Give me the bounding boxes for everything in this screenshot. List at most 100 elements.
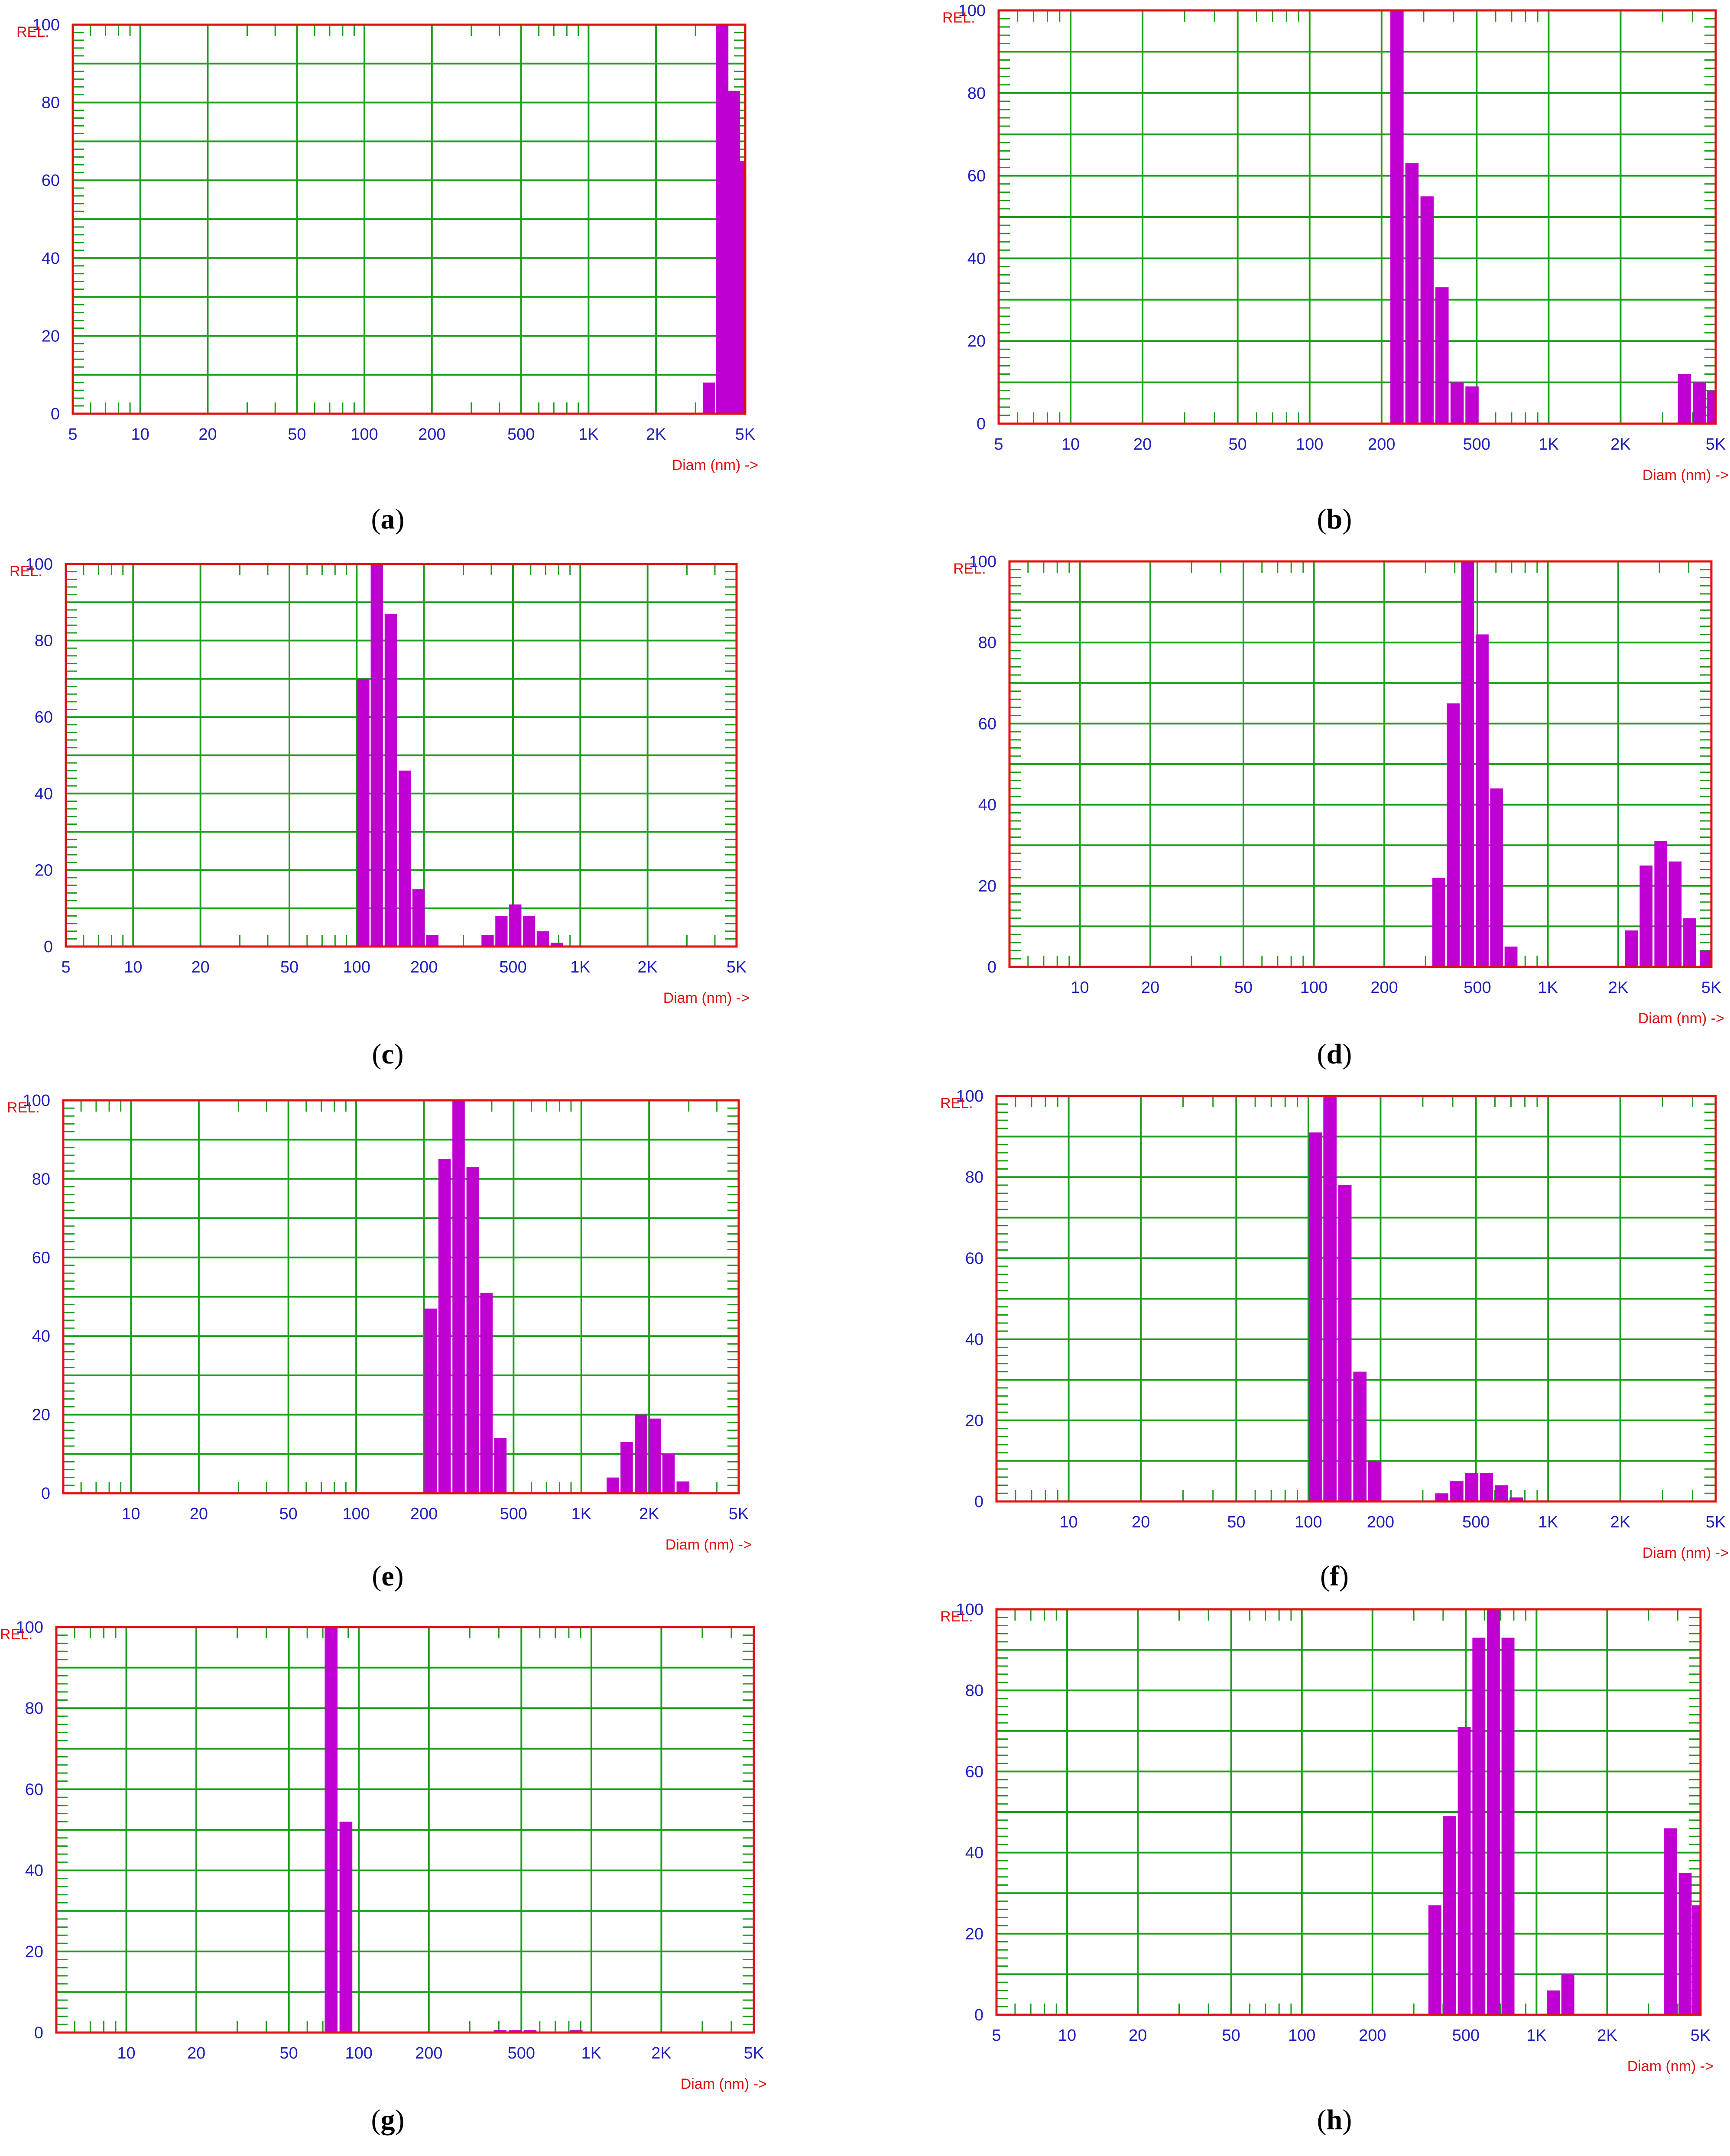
x-tick-label: 5K (1706, 1513, 1726, 1531)
x-tick-label: 20 (190, 1505, 208, 1523)
bar (1707, 390, 1715, 424)
x-tick-label: 200 (415, 2044, 442, 2062)
x-tick-label: 5K (744, 2044, 764, 2062)
y-tick-label: 20 (25, 1943, 43, 1961)
y-tick-label: 20 (965, 1412, 983, 1430)
x-axis-title: Diam (nm) -> (672, 457, 758, 473)
bar (466, 1167, 479, 1493)
bar (1368, 1461, 1382, 1501)
bar (607, 1477, 619, 1493)
bar (1420, 196, 1434, 424)
bar (1668, 861, 1682, 967)
y-tick-label: 60 (978, 715, 996, 733)
y-tick-label: 60 (965, 1763, 983, 1781)
x-tick-label: 200 (1359, 2026, 1386, 2045)
y-axis-title: REL. (940, 1608, 973, 1625)
plot-frame (71, 23, 747, 415)
y-tick-label: 100 (969, 553, 996, 571)
x-tick-label: 10 (124, 958, 142, 976)
bar (1487, 1609, 1500, 2015)
x-tick-label: 20 (1132, 1513, 1150, 1531)
y-tick-label: 80 (42, 94, 60, 112)
bar (1692, 1905, 1700, 2015)
y-tick-label: 80 (35, 632, 53, 650)
x-tick-label: 100 (345, 2044, 373, 2062)
x-tick-label: 2K (1597, 2026, 1617, 2045)
x-axis-title: Diam (nm) -> (665, 1537, 752, 1553)
plot-frame (995, 1608, 1702, 2016)
plot-frame (1008, 560, 1713, 968)
y-axis-title: REL. (942, 10, 975, 26)
y-tick-label: 0 (974, 1493, 983, 1511)
y-axis-title: REL. (953, 561, 986, 577)
bar (523, 916, 536, 947)
y-tick-label: 0 (34, 2024, 43, 2042)
x-tick-label: 500 (508, 2044, 535, 2062)
x-tick-label: 200 (410, 1505, 438, 1523)
bar (493, 2030, 507, 2033)
chart-panel-c: 0 20 40 60 80 100 5 10 20 50 100 200 500 1K 2K 5K REL. Di… (10, 555, 750, 1006)
y-tick-label: 0 (987, 958, 996, 976)
y-tick-label: 100 (958, 2, 986, 20)
x-tick-label: 10 (1058, 2026, 1076, 2045)
x-tick-label: 1K (578, 425, 598, 444)
bar (1639, 866, 1653, 967)
bar (357, 678, 370, 947)
y-tick-label: 40 (42, 250, 60, 268)
y-tick-label: 100 (23, 1092, 50, 1110)
y-tick-label: 20 (42, 327, 60, 345)
x-tick-label: 500 (499, 958, 526, 976)
x-axis-title: Diam (nm) -> (1642, 1545, 1729, 1561)
y-tick-label: 40 (965, 1844, 983, 1862)
x-tick-label: 200 (1370, 979, 1398, 997)
chart-panel-g: 0 20 40 60 80 100 10 20 50 100 200 500 1K 2K 5K REL. Dia… (0, 1618, 767, 2092)
y-tick-label: 80 (32, 1170, 50, 1188)
bar (1450, 382, 1464, 424)
y-tick-label: 80 (978, 634, 996, 652)
x-axis-title: Diam (nm) -> (663, 990, 750, 1006)
x-tick-label: 2K (637, 958, 657, 976)
x-tick-label: 5 (61, 958, 70, 976)
x-tick-label: 10 (1059, 1513, 1078, 1531)
bar (1435, 1493, 1449, 1501)
x-tick-label: 50 (280, 2044, 298, 2062)
bar (662, 1454, 675, 1493)
bar (426, 935, 439, 947)
x-tick-label: 1K (1538, 1513, 1558, 1531)
chart-panel-e: 0 20 40 60 80 100 10 20 50 100 200 500 1K 2K 5K REL. Dia… (7, 1092, 752, 1553)
x-axis-title: Diam (nm) -> (1627, 2058, 1714, 2075)
x-tick-label: 2K (1610, 1513, 1630, 1531)
x-tick-label: 5 (68, 425, 77, 444)
bar (1700, 950, 1711, 967)
bar (370, 564, 383, 947)
x-tick-label: 500 (1452, 2026, 1480, 2045)
chart-panel-a: 0 20 40 60 80 100 5 10 20 50 100 200 500 1K 2K 5K REL. Di… (16, 16, 758, 473)
x-tick-label: 10 (1071, 979, 1089, 997)
x-tick-label: 2K (646, 425, 666, 444)
y-tick-label: 20 (35, 861, 53, 879)
x-tick-label: 100 (1295, 1513, 1322, 1531)
bar (1465, 386, 1479, 424)
x-tick-label: 2K (639, 1505, 659, 1523)
x-tick-label: 5 (992, 2026, 1001, 2045)
x-tick-label: 50 (1234, 979, 1253, 997)
x-tick-label: 100 (343, 958, 370, 976)
bar (1625, 930, 1638, 967)
y-tick-label: 100 (32, 16, 60, 34)
bar (569, 2030, 583, 2033)
bar (1683, 918, 1696, 967)
x-tick-label: 100 (1288, 2026, 1315, 2045)
bar (1678, 1873, 1692, 2015)
bar (1465, 1473, 1479, 1501)
y-tick-label: 100 (956, 1601, 983, 1619)
bar (703, 383, 715, 414)
x-tick-label: 100 (351, 425, 378, 444)
bar (399, 770, 411, 947)
bar (716, 25, 729, 414)
y-tick-label: 20 (32, 1406, 50, 1424)
bar (1450, 1481, 1464, 1501)
bar (1664, 1828, 1678, 2015)
bar (412, 889, 425, 947)
x-tick-label: 10 (1061, 435, 1080, 454)
